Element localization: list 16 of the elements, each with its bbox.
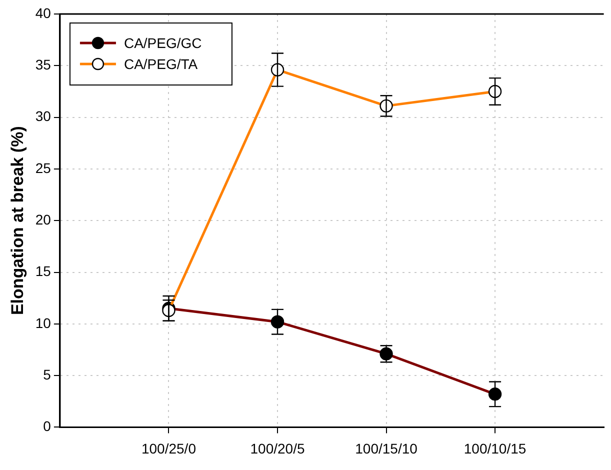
y-tick-label: 5 <box>43 366 52 382</box>
legend-label: CA/PEG/TA <box>124 56 198 72</box>
y-tick-label: 0 <box>43 418 52 434</box>
x-tick-label: 100/20/5 <box>250 440 305 456</box>
legend-label: CA/PEG/GC <box>124 34 202 51</box>
y-tick-label: 20 <box>35 211 52 228</box>
y-tick-label: 25 <box>35 160 52 176</box>
y-tick-label: 10 <box>35 314 52 331</box>
y-axis-title: Elongation at break (%) <box>8 126 27 316</box>
y-tick-label: 15 <box>35 263 52 280</box>
x-tick-label: 100/10/15 <box>464 440 526 456</box>
y-tick-label: 40 <box>35 4 52 21</box>
y-tick-label: 30 <box>35 108 52 124</box>
x-tick-label: 100/25/0 <box>141 440 196 456</box>
x-tick-label: 100/15/10 <box>355 440 418 456</box>
y-tick-label: 35 <box>35 56 52 73</box>
